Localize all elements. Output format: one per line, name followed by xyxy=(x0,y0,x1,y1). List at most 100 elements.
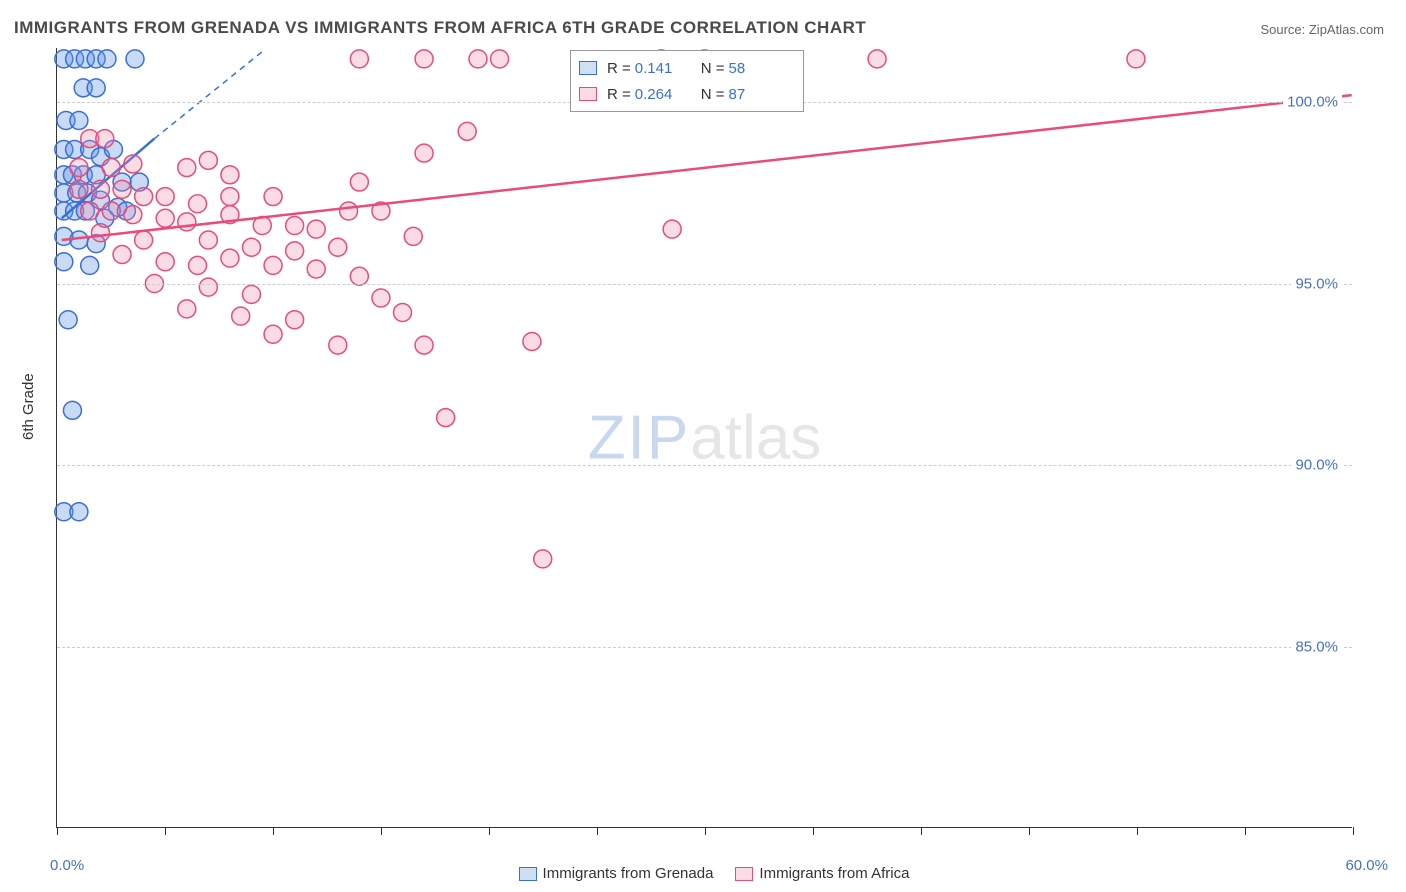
scatter-point-africa xyxy=(264,188,282,206)
scatter-point-africa xyxy=(156,209,174,227)
scatter-point-africa xyxy=(221,188,239,206)
source-attribution: Source: ZipAtlas.com xyxy=(1260,22,1384,37)
scatter-point-africa xyxy=(264,256,282,274)
n-value: 87 xyxy=(729,86,777,103)
scatter-point-grenada xyxy=(126,50,144,68)
scatter-point-africa xyxy=(156,253,174,271)
scatter-point-africa xyxy=(135,231,153,249)
scatter-point-africa xyxy=(415,144,433,162)
x-tick xyxy=(57,827,58,835)
scatter-point-africa xyxy=(81,202,99,220)
scatter-point-africa xyxy=(102,159,120,177)
scatter-point-africa xyxy=(70,159,88,177)
scatter-point-africa xyxy=(96,130,114,148)
scatter-point-africa xyxy=(113,246,131,264)
scatter-point-africa xyxy=(491,50,509,68)
scatter-point-africa xyxy=(329,238,347,256)
scatter-point-africa xyxy=(91,180,109,198)
scatter-point-africa xyxy=(242,238,260,256)
scatter-point-africa xyxy=(372,289,390,307)
x-tick xyxy=(273,827,274,835)
x-tick xyxy=(489,827,490,835)
scatter-point-africa xyxy=(307,260,325,278)
gridline xyxy=(57,284,1352,285)
r-value: 0.141 xyxy=(635,60,683,77)
x-tick xyxy=(381,827,382,835)
y-tick-label: 95.0% xyxy=(1291,275,1342,292)
scatter-point-africa xyxy=(156,188,174,206)
r-label: R = xyxy=(607,60,631,77)
scatter-point-africa xyxy=(286,311,304,329)
scatter-point-grenada xyxy=(81,256,99,274)
legend-swatch xyxy=(579,87,597,101)
scatter-point-africa xyxy=(102,202,120,220)
plot-area: ZIPatlas 85.0%90.0%95.0%100.0% xyxy=(56,48,1352,828)
scatter-point-africa xyxy=(340,202,358,220)
scatter-point-africa xyxy=(178,213,196,231)
scatter-point-africa xyxy=(286,242,304,260)
scatter-point-africa xyxy=(113,180,131,198)
chart-svg xyxy=(57,48,1352,827)
scatter-point-africa xyxy=(264,325,282,343)
scatter-point-grenada xyxy=(70,111,88,129)
scatter-point-africa xyxy=(350,173,368,191)
scatter-point-africa xyxy=(199,278,217,296)
scatter-point-grenada xyxy=(87,79,105,97)
y-tick-label: 85.0% xyxy=(1291,638,1342,655)
r-label: R = xyxy=(607,86,631,103)
scatter-point-grenada xyxy=(70,503,88,521)
scatter-point-africa xyxy=(135,188,153,206)
scatter-point-africa xyxy=(232,307,250,325)
x-tick xyxy=(705,827,706,835)
scatter-point-africa xyxy=(124,206,142,224)
stats-row: R =0.264N =87 xyxy=(579,81,795,107)
scatter-point-africa xyxy=(534,550,552,568)
legend-swatch xyxy=(735,867,753,881)
scatter-point-africa xyxy=(70,180,88,198)
scatter-point-africa xyxy=(286,217,304,235)
scatter-point-grenada xyxy=(59,311,77,329)
scatter-point-africa xyxy=(178,300,196,318)
scatter-point-africa xyxy=(393,304,411,322)
stats-legend-box: R =0.141 N =58 R =0.264N =87 xyxy=(570,50,804,112)
legend-bottom: Immigrants from Grenada Immigrants from A… xyxy=(0,865,1406,882)
n-label: N = xyxy=(701,86,725,103)
x-tick xyxy=(1245,827,1246,835)
scatter-point-grenada xyxy=(55,253,73,271)
trend-line-africa xyxy=(62,95,1352,240)
scatter-point-africa xyxy=(124,155,142,173)
scatter-point-africa xyxy=(404,227,422,245)
scatter-point-africa xyxy=(523,332,541,350)
scatter-point-africa xyxy=(221,249,239,267)
y-tick-label: 90.0% xyxy=(1291,457,1342,474)
x-tick xyxy=(165,827,166,835)
n-value: 58 xyxy=(729,60,777,77)
legend-label: Immigrants from Grenada xyxy=(543,865,714,882)
scatter-point-africa xyxy=(307,220,325,238)
scatter-point-africa xyxy=(1127,50,1145,68)
legend-swatch xyxy=(519,867,537,881)
scatter-point-africa xyxy=(663,220,681,238)
y-tick-label: 100.0% xyxy=(1283,94,1342,111)
scatter-point-africa xyxy=(469,50,487,68)
scatter-point-africa xyxy=(189,256,207,274)
x-tick xyxy=(1137,827,1138,835)
gridline xyxy=(57,647,1352,648)
scatter-point-africa xyxy=(178,159,196,177)
trend-line-dashed-grenada xyxy=(154,52,262,139)
legend-label: Immigrants from Africa xyxy=(759,865,909,882)
legend-swatch xyxy=(579,61,597,75)
gridline xyxy=(57,465,1352,466)
scatter-point-africa xyxy=(350,267,368,285)
x-tick xyxy=(813,827,814,835)
scatter-point-africa xyxy=(458,122,476,140)
stats-row: R =0.141 N =58 xyxy=(579,55,795,81)
x-tick xyxy=(1029,827,1030,835)
scatter-point-africa xyxy=(242,285,260,303)
scatter-point-africa xyxy=(91,224,109,242)
x-tick xyxy=(921,827,922,835)
scatter-point-africa xyxy=(329,336,347,354)
y-axis-label: 6th Grade xyxy=(20,373,37,440)
n-label: N = xyxy=(701,60,725,77)
scatter-point-africa xyxy=(189,195,207,213)
